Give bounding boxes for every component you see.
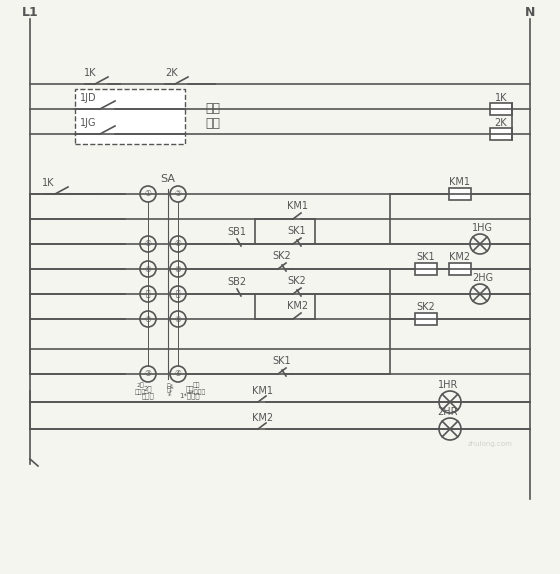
Text: 水位
开关: 水位 开关 <box>205 102 220 130</box>
Text: KM1: KM1 <box>252 386 273 396</box>
Text: SK2: SK2 <box>417 302 435 312</box>
Bar <box>449 188 471 200</box>
Text: 2HG: 2HG <box>472 273 493 283</box>
Text: 1HG: 1HG <box>472 223 493 233</box>
Text: ⑥: ⑥ <box>175 239 181 249</box>
Text: N: N <box>525 6 535 18</box>
Bar <box>490 128 512 140</box>
Text: 1HR: 1HR <box>438 380 458 390</box>
Text: ⑧: ⑧ <box>175 315 181 324</box>
Bar <box>490 103 512 115</box>
Text: KM2: KM2 <box>287 301 308 311</box>
Text: KM2: KM2 <box>450 252 470 262</box>
Text: L1: L1 <box>22 6 39 18</box>
Text: 自动
1*设定量: 自动 1*设定量 <box>180 385 200 399</box>
Text: 1JD: 1JD <box>80 93 97 103</box>
Text: SK1: SK1 <box>272 356 291 366</box>
Text: 1K: 1K <box>42 178 54 188</box>
Text: SK2: SK2 <box>272 251 291 261</box>
Text: KM1: KM1 <box>450 177 470 187</box>
Text: ④: ④ <box>175 370 181 378</box>
Text: ③: ③ <box>144 370 151 378</box>
Bar <box>449 263 471 275</box>
Text: SK1: SK1 <box>287 226 306 236</box>
Text: 2HR: 2HR <box>438 407 458 417</box>
Text: SA: SA <box>161 174 175 184</box>
Text: 平*
*: 平* * <box>166 385 174 399</box>
Text: 2开
设定量: 2开 设定量 <box>134 383 146 395</box>
Text: zhulong.com: zhulong.com <box>468 441 512 447</box>
Bar <box>75 89 185 144</box>
Text: ⑨: ⑨ <box>144 265 151 273</box>
Text: 1K: 1K <box>494 93 507 103</box>
Text: 自动
1*设定量: 自动 1*设定量 <box>187 383 205 395</box>
Text: 1JG: 1JG <box>80 118 96 128</box>
Text: SB1: SB1 <box>227 227 246 237</box>
Text: ⑫: ⑫ <box>176 289 180 298</box>
Text: ②: ② <box>175 189 181 199</box>
Text: SB2: SB2 <box>227 277 246 287</box>
Text: 平*
*: 平* * <box>166 383 174 395</box>
Text: KM1: KM1 <box>287 201 308 211</box>
Text: ⑪: ⑪ <box>146 289 150 298</box>
Text: SK1: SK1 <box>417 252 435 262</box>
Bar <box>415 313 437 325</box>
Text: SK2: SK2 <box>287 276 306 286</box>
Bar <box>415 263 437 275</box>
Text: 1K: 1K <box>84 68 96 78</box>
Text: 2开
设定量: 2开 设定量 <box>142 385 155 399</box>
Text: ⑤: ⑤ <box>144 239 151 249</box>
Text: ⑩: ⑩ <box>175 265 181 273</box>
Text: ①: ① <box>144 189 151 199</box>
Text: ⑦: ⑦ <box>144 315 151 324</box>
Text: KM2: KM2 <box>252 413 273 423</box>
Text: 2K: 2K <box>166 68 178 78</box>
Text: 2K: 2K <box>494 118 507 128</box>
